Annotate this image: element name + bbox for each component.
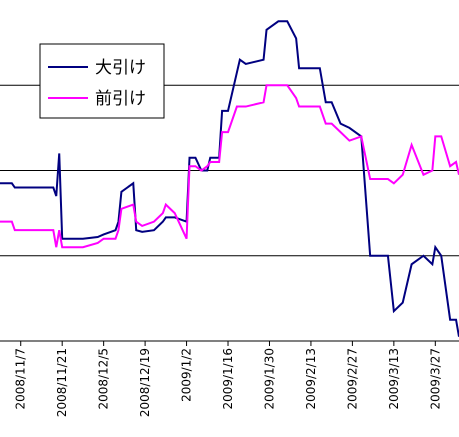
series-line-2 — [0, 84, 459, 249]
x-tick-label-6: 2009/1/16 — [221, 348, 235, 410]
legend-frame — [39, 43, 165, 119]
legend: 大引け 前引け — [39, 43, 165, 119]
x-tick-label-10: 2009/3/13 — [387, 348, 401, 410]
x-tick-label-7: 2009/1/30 — [262, 348, 276, 410]
x-tick-label-8: 2009/2/13 — [304, 348, 318, 410]
legend-label-series-1: 大引け — [95, 58, 146, 78]
x-tick-label-9: 2009/2/27 — [345, 348, 359, 410]
series-line-1 — [0, 20, 459, 337]
x-tick-label-3: 2008/12/5 — [97, 348, 111, 410]
x-tick-layer: 2008/11/7 2008/11/21 2008/12/5 2008/12/19 20… — [14, 341, 442, 417]
x-tick-label-11: 2009/3/27 — [428, 348, 442, 410]
legend-label-series-2: 前引け — [95, 89, 146, 109]
x-tick-label-4: 2008/12/19 — [138, 348, 152, 417]
x-tick-label-2: 2008/11/21 — [55, 348, 69, 417]
x-tick-label-1: 2008/11/7 — [14, 348, 28, 410]
x-tick-label-5: 2009/1/2 — [180, 348, 194, 402]
series-layer — [0, 20, 459, 337]
